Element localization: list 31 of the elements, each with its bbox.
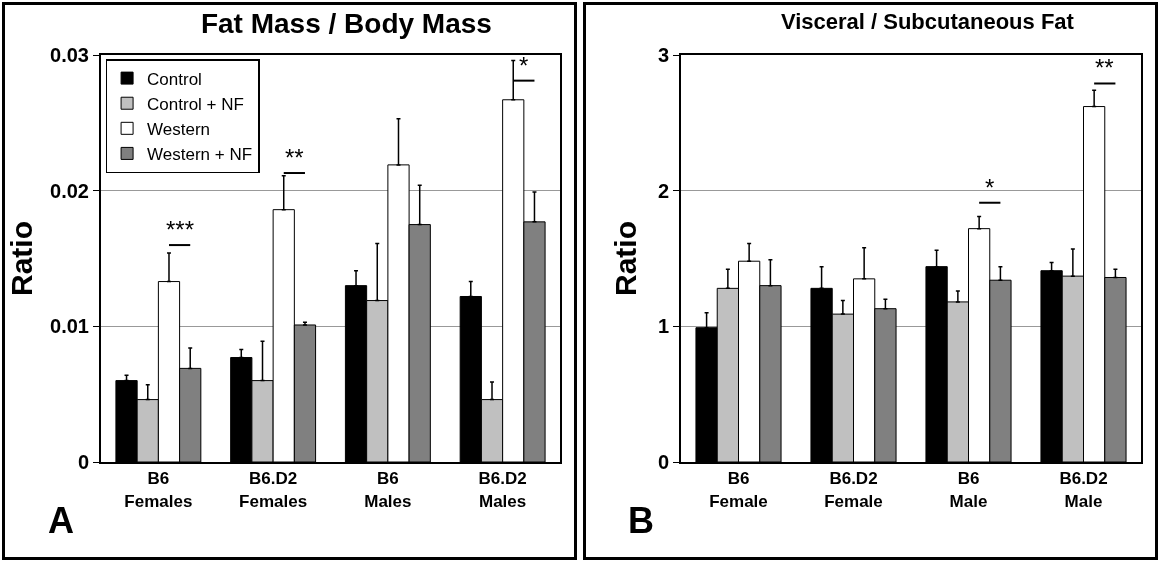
- x-tick-label: B6.D2 Females: [239, 469, 308, 511]
- y-tick-label: 0.01: [50, 315, 89, 338]
- x-tick-label: B6 Male: [949, 469, 988, 511]
- legend-label: Western + NF: [147, 145, 253, 165]
- y-tick-label: 0: [77, 451, 89, 473]
- y-tick-label: 1: [657, 315, 669, 338]
- legend-label: Control + NF: [147, 94, 244, 114]
- y-tick-label: 3: [657, 44, 669, 66]
- x-tick-label: B6.D2 Males: [478, 469, 527, 511]
- y-axis-title: Ratio: [609, 221, 643, 296]
- annotation: *: [985, 174, 995, 201]
- legend-label: Control: [147, 69, 202, 89]
- legend-label: Western: [147, 119, 211, 139]
- text: A: [48, 500, 74, 541]
- text: B: [628, 500, 654, 541]
- x-tick-label: B6 Female: [709, 469, 768, 511]
- y-axis-title: Ratio: [5, 221, 38, 296]
- x-tick-label: B6.D2 Male: [1059, 469, 1108, 511]
- annotation: *: [519, 52, 529, 79]
- x-tick-label: B6.D2 Female: [824, 469, 883, 511]
- y-tick-label: 0.03: [50, 44, 89, 66]
- y-tick-label: 0.02: [50, 179, 89, 202]
- chart-title: Visceral / Subcutaneous Fat: [780, 8, 1075, 34]
- y-tick-label: 2: [657, 179, 669, 202]
- x-tick-label: B6 Males: [364, 469, 412, 511]
- x-tick-label: B6 Females: [124, 469, 193, 511]
- y-tick-label: 0: [657, 451, 669, 473]
- annotation: ***: [166, 216, 195, 243]
- annotation: **: [285, 144, 304, 171]
- annotation: **: [1095, 54, 1114, 81]
- chart-title: Fat Mass / Body Mass: [200, 7, 492, 39]
